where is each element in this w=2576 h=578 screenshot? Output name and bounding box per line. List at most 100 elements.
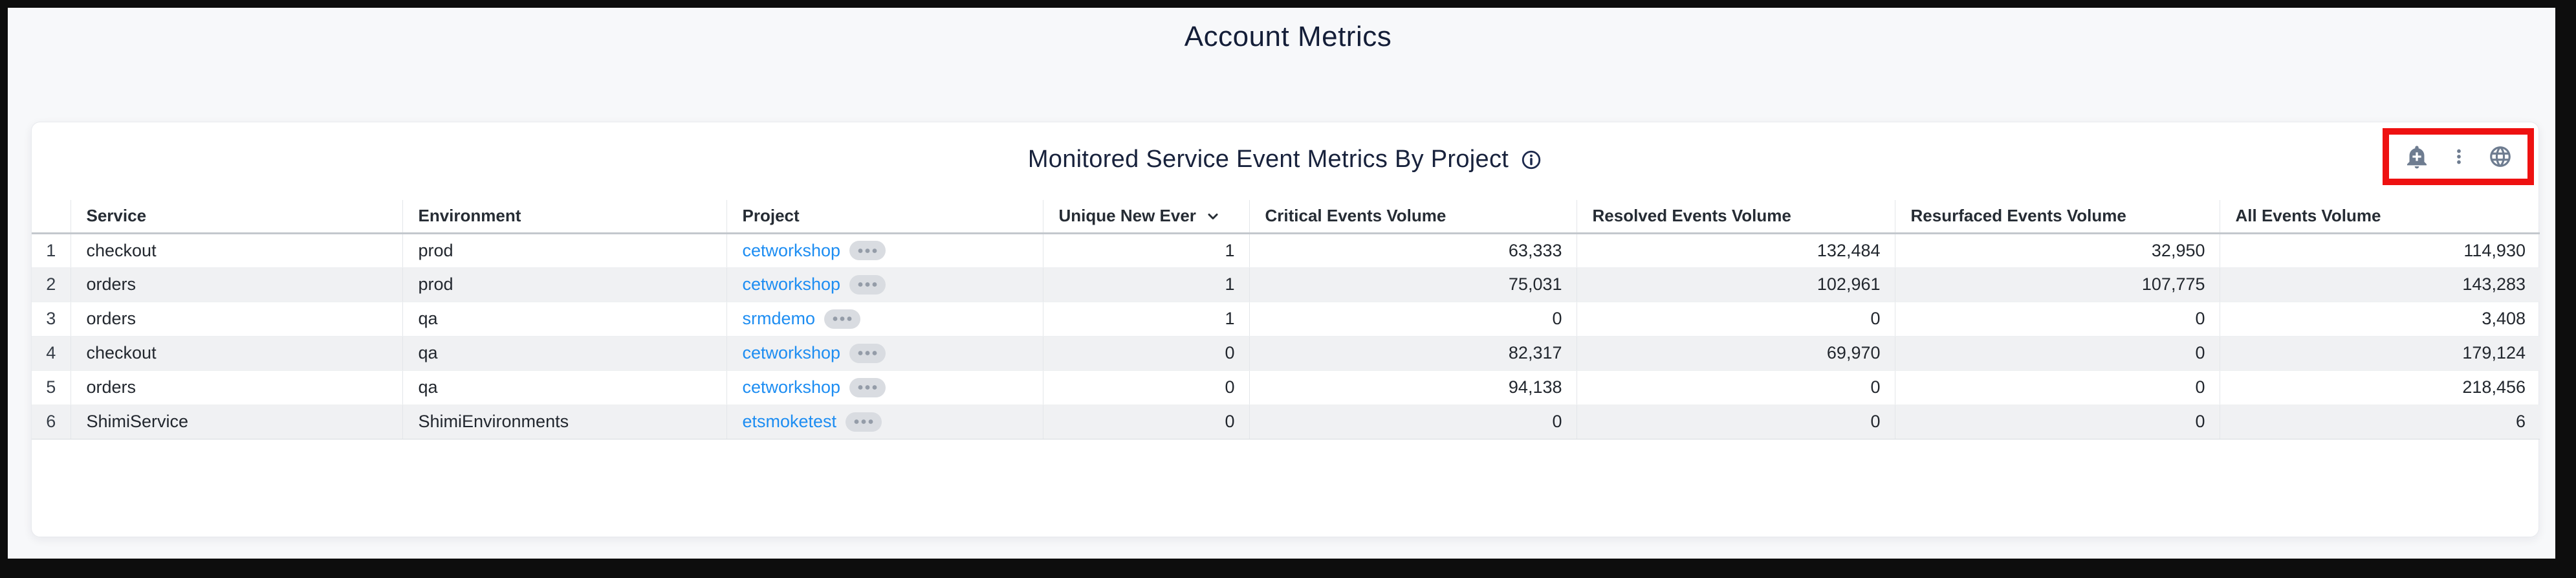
kebab-menu-icon xyxy=(2457,149,2461,164)
table-row[interactable]: 4 checkout qa cetworkshop 0 82,317 69,97… xyxy=(32,336,2540,371)
ellipsis-icon xyxy=(854,419,873,424)
project-more-badge[interactable] xyxy=(849,241,886,260)
all-events-cell: 179,124 xyxy=(2219,336,2540,371)
service-cell: checkout xyxy=(70,233,402,268)
project-more-badge[interactable] xyxy=(849,343,886,363)
dashboard-background: Account Metrics Monitored Service Event … xyxy=(8,8,2555,559)
project-more-badge[interactable] xyxy=(849,274,886,295)
globe-button[interactable] xyxy=(2488,144,2513,169)
service-cell: ShimiService xyxy=(70,405,402,439)
environment-cell: ShimiEnvironments xyxy=(402,405,726,439)
resolved-events-cell: 132,484 xyxy=(1576,233,1895,268)
column-header-critical-events[interactable]: Critical Events Volume xyxy=(1249,200,1577,234)
row-number: 3 xyxy=(32,302,71,337)
ellipsis-icon xyxy=(833,317,852,321)
resolved-events-cell: 0 xyxy=(1576,302,1895,337)
row-number: 4 xyxy=(32,336,71,371)
resurfaced-events-cell: 0 xyxy=(1894,302,2220,337)
project-link[interactable]: etsmoketest xyxy=(742,412,837,431)
all-events-cell: 6 xyxy=(2219,405,2540,439)
service-cell: orders xyxy=(70,302,402,337)
critical-events-cell: 0 xyxy=(1249,405,1577,439)
unique-new-events-cell: 1 xyxy=(1042,302,1249,337)
column-header-service[interactable]: Service xyxy=(70,200,402,234)
info-icon[interactable] xyxy=(1520,149,1542,171)
header-row: Service Environment Project Unique New E… xyxy=(32,200,2540,234)
project-more-badge[interactable] xyxy=(846,412,882,432)
environment-cell: prod xyxy=(402,267,726,302)
critical-events-cell: 94,138 xyxy=(1249,370,1577,405)
sort-desc-chevron-icon xyxy=(1208,213,1218,219)
project-link[interactable]: cetworkshop xyxy=(742,274,841,294)
critical-events-cell: 0 xyxy=(1249,302,1577,337)
service-cell: orders xyxy=(70,370,402,405)
table-body: 1 checkout prod cetworkshop 1 63,333 132… xyxy=(32,233,2540,439)
column-header-unique-new-events[interactable]: Unique New Ever xyxy=(1042,200,1249,234)
project-link[interactable]: cetworkshop xyxy=(742,377,841,397)
annotation-highlight-box xyxy=(2383,128,2534,185)
project-cell: srmdemo xyxy=(726,302,1043,337)
column-header-environment[interactable]: Environment xyxy=(402,200,726,234)
project-cell: cetworkshop xyxy=(726,233,1043,268)
resurfaced-events-cell: 0 xyxy=(1894,405,2220,439)
resolved-events-cell: 102,961 xyxy=(1576,267,1895,302)
resurfaced-events-cell: 0 xyxy=(1894,336,2220,371)
project-cell: cetworkshop xyxy=(726,370,1043,405)
table-row[interactable]: 3 orders qa srmdemo 1 0 0 0 3,408 xyxy=(32,302,2540,337)
dashboard-title: Account Metrics xyxy=(1184,21,1392,52)
panel: Monitored Service Event Metrics By Proje… xyxy=(31,122,2540,537)
project-link[interactable]: cetworkshop xyxy=(742,343,841,362)
metrics-table: Service Environment Project Unique New E… xyxy=(32,200,2540,439)
resolved-events-cell: 69,970 xyxy=(1576,336,1895,371)
critical-events-cell: 63,333 xyxy=(1249,233,1577,268)
unique-new-events-cell: 0 xyxy=(1042,370,1249,405)
environment-cell: qa xyxy=(402,302,726,337)
resurfaced-events-cell: 107,775 xyxy=(1894,267,2220,302)
table-row[interactable]: 6 ShimiService ShimiEnvironments etsmoke… xyxy=(32,405,2540,439)
environment-cell: qa xyxy=(402,336,726,371)
ellipsis-icon xyxy=(858,351,877,355)
table-row[interactable]: 5 orders qa cetworkshop 0 94,138 0 0 218… xyxy=(32,370,2540,405)
all-events-cell: 218,456 xyxy=(2219,370,2540,405)
row-number: 2 xyxy=(32,267,71,302)
environment-cell: prod xyxy=(402,233,726,268)
all-events-cell: 114,930 xyxy=(2219,233,2540,268)
ellipsis-icon xyxy=(858,282,877,287)
globe-icon xyxy=(2490,146,2511,167)
table-row[interactable]: 2 orders prod cetworkshop 1 75,031 102,9… xyxy=(32,267,2540,302)
column-header-resurfaced-events[interactable]: Resurfaced Events Volume xyxy=(1894,200,2220,234)
column-header-resolved-events[interactable]: Resolved Events Volume xyxy=(1576,200,1895,234)
unique-new-events-cell: 0 xyxy=(1042,336,1249,371)
ellipsis-icon xyxy=(858,385,877,390)
table-row[interactable]: 1 checkout prod cetworkshop 1 63,333 132… xyxy=(32,233,2540,268)
unique-new-events-cell: 0 xyxy=(1042,405,1249,439)
all-events-cell: 3,408 xyxy=(2219,302,2540,337)
unique-new-events-cell: 1 xyxy=(1042,267,1249,302)
add-alert-bell-icon xyxy=(2407,146,2427,169)
resurfaced-events-cell: 32,950 xyxy=(1894,233,2220,268)
row-number: 6 xyxy=(32,405,71,439)
add-alert-button[interactable] xyxy=(2404,144,2430,170)
panel-header: Monitored Service Event Metrics By Proje… xyxy=(32,146,2538,173)
project-cell: cetworkshop xyxy=(726,267,1043,302)
environment-cell: qa xyxy=(402,370,726,405)
project-more-badge[interactable] xyxy=(824,309,861,329)
row-number-header xyxy=(32,200,71,234)
unique-new-events-cell: 1 xyxy=(1042,233,1249,268)
project-more-badge[interactable] xyxy=(849,377,886,397)
project-link[interactable]: srmdemo xyxy=(742,309,816,328)
service-cell: orders xyxy=(70,267,402,302)
resolved-events-cell: 0 xyxy=(1576,405,1895,439)
ellipsis-icon xyxy=(858,248,877,253)
panel-menu-button[interactable] xyxy=(2448,146,2470,168)
metrics-table-container: Service Environment Project Unique New E… xyxy=(32,200,2540,439)
project-link[interactable]: cetworkshop xyxy=(742,240,841,260)
critical-events-cell: 75,031 xyxy=(1249,267,1577,302)
panel-title: Monitored Service Event Metrics By Proje… xyxy=(1027,146,1509,173)
resolved-events-cell: 0 xyxy=(1576,370,1895,405)
service-cell: checkout xyxy=(70,336,402,371)
column-header-project[interactable]: Project xyxy=(726,200,1043,234)
resurfaced-events-cell: 0 xyxy=(1894,370,2220,405)
column-header-all-events[interactable]: All Events Volume xyxy=(2219,200,2540,234)
